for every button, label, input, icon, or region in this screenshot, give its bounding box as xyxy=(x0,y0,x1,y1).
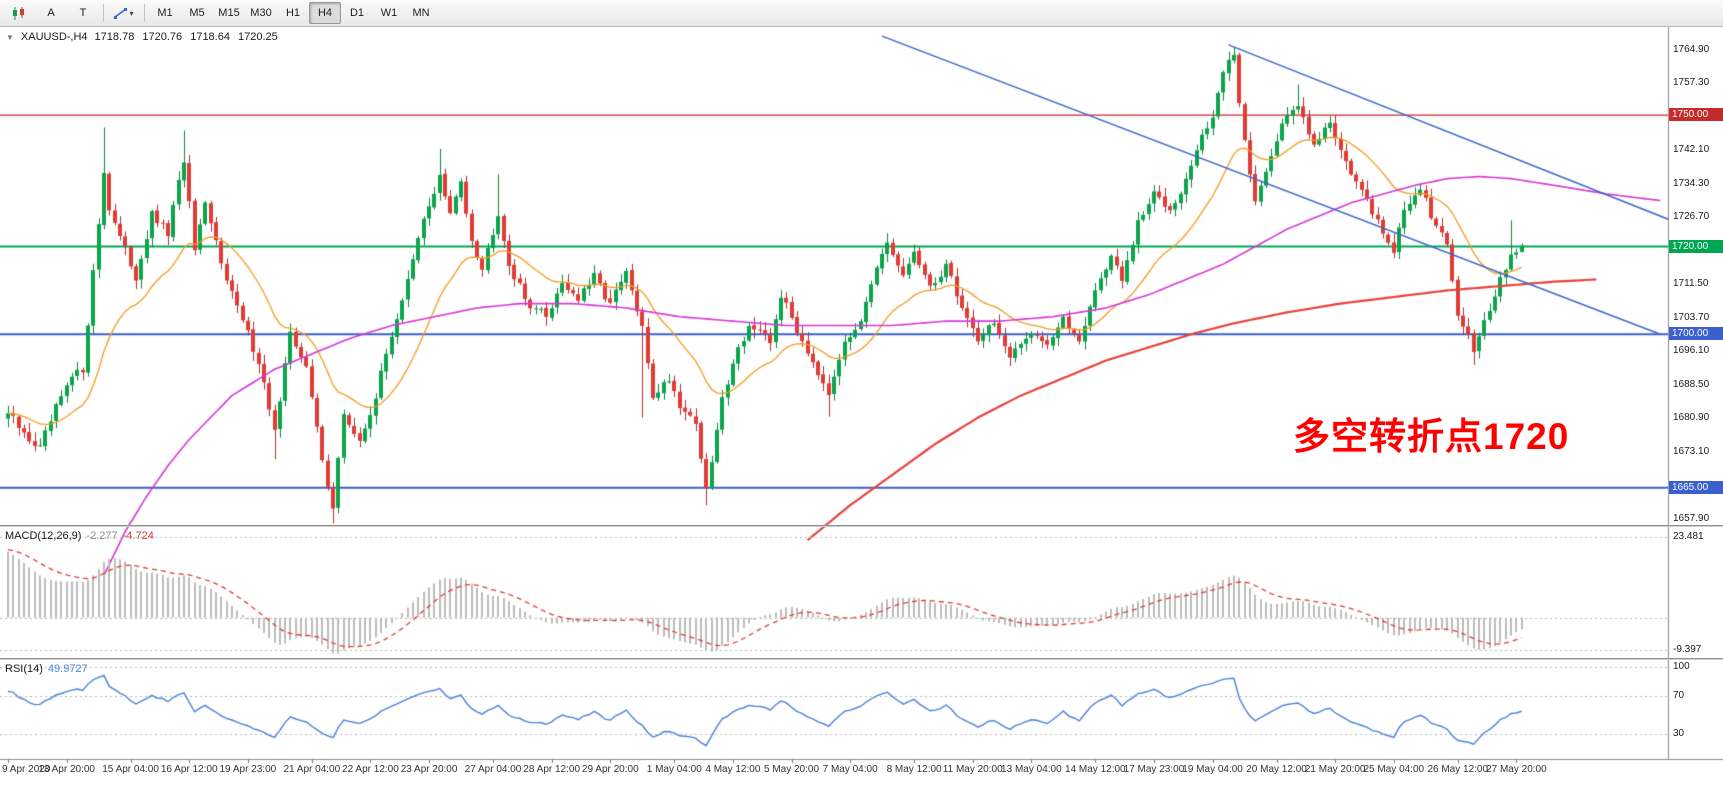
annotation-text: 多空转折点1720 xyxy=(1293,416,1570,457)
time-axis-label: 25 May 04:00 xyxy=(1363,764,1425,775)
rsi-axis-label: 70 xyxy=(1673,689,1685,701)
ohlc-values: 1718.78 1720.76 1718.64 1720.25 xyxy=(95,31,283,43)
timeframe-m5-button[interactable]: M5 xyxy=(189,7,205,19)
price-axis-label: 1764.90 xyxy=(1673,43,1710,55)
timeframe-h1-button[interactable]: H1 xyxy=(285,7,301,19)
candlestick-chart-icon[interactable] xyxy=(3,2,35,24)
timeframe-d1-button[interactable]: D1 xyxy=(349,7,365,19)
macd-axis-label: 23.481 xyxy=(1673,531,1704,542)
time-axis-label: 7 May 04:00 xyxy=(822,764,878,775)
time-axis-label: 27 Apr 04:00 xyxy=(464,764,522,775)
rsi-label: RSI(14) 49.9727 xyxy=(5,663,88,675)
time-axis-label: 5 May 20:00 xyxy=(763,764,820,775)
price-axis-label: 1726.70 xyxy=(1673,211,1710,223)
price-level-tag: 1700.00 xyxy=(1669,327,1723,341)
rsi-value: 49.9727 xyxy=(47,663,88,675)
arrow-tool-button[interactable]: A xyxy=(47,7,55,19)
panel-splitter[interactable] xyxy=(0,658,1723,660)
price-axis-label: 1657.90 xyxy=(1673,512,1710,524)
shapes-dropdown-button[interactable]: ▾ xyxy=(108,2,140,24)
trendline-tool-icon xyxy=(114,7,128,19)
macd-main-value: -2.277 xyxy=(86,530,118,542)
time-axis-label: 17 May 23:00 xyxy=(1123,764,1185,775)
ohlc-high: 1720.76 xyxy=(142,31,183,43)
macd-label: MACD(12,26,9) -2.277 -4.724 xyxy=(5,530,154,542)
time-axis-label: 22 Apr 12:00 xyxy=(342,764,399,775)
timeframe-mn-button[interactable]: MN xyxy=(412,7,430,19)
time-axis-label: 21 Apr 04:00 xyxy=(283,764,341,775)
ohlc-close: 1720.25 xyxy=(238,31,278,43)
time-axis-label: 13 Apr 20:00 xyxy=(38,764,95,775)
text-tool-button[interactable]: T xyxy=(79,7,87,19)
timeframe-w1-button[interactable]: W1 xyxy=(380,7,398,19)
time-axis-label: 1 May 04:00 xyxy=(646,764,702,775)
price-level-tag: 1720.00 xyxy=(1669,239,1723,253)
time-axis-label: 15 Apr 04:00 xyxy=(102,764,159,775)
rsi-name: RSI(14) xyxy=(5,663,43,675)
price-axis-label: 1711.50 xyxy=(1673,277,1709,289)
chevron-down-icon: ▾ xyxy=(129,8,134,18)
macd-name: MACD(12,26,9) xyxy=(5,530,82,542)
symbol-period-label: XAUUSD-,H4 xyxy=(20,31,88,43)
macd-signal-value: -4.724 xyxy=(122,530,154,542)
price-axis-label: 1696.10 xyxy=(1673,345,1710,357)
panel-splitter[interactable] xyxy=(0,525,1723,527)
candlestick-glyph xyxy=(13,6,24,20)
toolbar-separator xyxy=(103,4,104,22)
rsi-axis-label: 100 xyxy=(1673,661,1690,672)
price-axis-label: 1673.10 xyxy=(1673,446,1710,458)
time-axis-label: 23 Apr 20:00 xyxy=(400,764,458,775)
timeframe-m1-button[interactable]: M1 xyxy=(157,7,173,19)
timeframe-toolbar: A T ▾ M1 M5 M15 M30 H1 H4 D1 W1 MN xyxy=(0,0,1723,27)
price-level-tag: 1750.00 xyxy=(1669,108,1723,122)
time-axis-label: 4 May 12:00 xyxy=(705,764,761,775)
time-axis-label: 16 Apr 12:00 xyxy=(160,764,218,775)
one-click-trading-icon[interactable]: ▼ xyxy=(6,32,14,42)
time-axis-label: 26 May 12:00 xyxy=(1427,764,1489,775)
time-axis-label: 21 May 20:00 xyxy=(1304,764,1366,775)
time-axis-label: 29 Apr 20:00 xyxy=(581,764,639,775)
rsi-axis-label: 30 xyxy=(1673,727,1685,739)
time-axis-label: 27 May 20:00 xyxy=(1486,764,1547,775)
time-axis-label: 13 May 04:00 xyxy=(1001,764,1062,775)
timeframe-m15-button[interactable]: M15 xyxy=(218,7,240,19)
time-axis-label: 14 May 12:00 xyxy=(1065,764,1126,775)
time-axis-label: 28 Apr 12:00 xyxy=(523,764,581,775)
price-axis-label: 1688.50 xyxy=(1673,378,1710,390)
chart-title-bar: ▼ XAUUSD-,H4 1718.78 1720.76 1718.64 172… xyxy=(6,31,283,43)
time-axis-label: 20 May 12:00 xyxy=(1246,764,1307,775)
price-axis-label: 1734.30 xyxy=(1673,177,1710,189)
time-axis-label: 19 May 04:00 xyxy=(1182,764,1243,775)
timeframe-m30-button[interactable]: M30 xyxy=(250,7,272,19)
time-axis-label: 19 Apr 23:00 xyxy=(219,764,277,775)
ohlc-low: 1718.64 xyxy=(190,31,230,43)
macd-axis-label: -9.397 xyxy=(1673,644,1702,655)
price-level-tag: 1665.00 xyxy=(1669,480,1723,494)
price-axis-label: 1680.90 xyxy=(1673,411,1710,423)
ohlc-open: 1718.78 xyxy=(94,31,135,43)
time-axis-label: 8 May 12:00 xyxy=(886,764,942,775)
price-axis-label: 1703.70 xyxy=(1673,312,1710,324)
timeframe-h4-button[interactable]: H4 xyxy=(309,2,341,24)
time-axis-label: 9 Apr 2020 xyxy=(2,764,51,775)
price-axis-label: 1742.10 xyxy=(1673,143,1710,155)
time-axis-label: 11 May 20:00 xyxy=(942,764,1003,775)
price-axis-label: 1757.30 xyxy=(1673,77,1710,89)
toolbar-separator xyxy=(144,4,145,22)
